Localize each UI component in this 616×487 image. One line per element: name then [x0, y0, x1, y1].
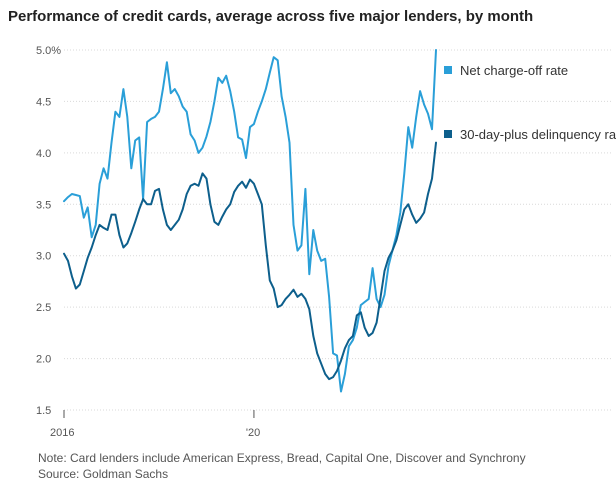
series-line-delinquency — [63, 141, 437, 381]
legend-swatch-net-charge-off — [444, 66, 452, 74]
y-tick-label: 3.0 — [36, 251, 51, 263]
chart-title: Performance of credit cards, average acr… — [8, 8, 534, 25]
legend-swatch-delinquency — [444, 130, 452, 138]
y-tick-label: 2.0 — [36, 354, 51, 366]
x-tick-label: 2016 — [50, 427, 74, 439]
y-tick-label: 1.5 — [36, 405, 51, 417]
y-tick-label: 3.5 — [36, 199, 51, 211]
x-tick-label: '20 — [246, 427, 260, 439]
y-tick-label: 5.0% — [36, 45, 61, 57]
y-tick-label: 2.5 — [36, 302, 51, 314]
chart-note: Note: Card lenders include American Expr… — [38, 451, 526, 465]
series-lines — [63, 49, 437, 393]
y-axis-tick-labels: 1.5 2.0 2.5 3.0 3.5 4.0 4.5 5.0% — [36, 45, 61, 417]
y-tick-label: 4.5 — [36, 96, 51, 108]
y-tick-label: 4.0 — [36, 148, 51, 160]
series-line-net-charge-off — [63, 49, 437, 393]
x-axis: 2016 '20 — [50, 410, 260, 439]
chart-source: Source: Goldman Sachs — [38, 467, 169, 481]
legend-label-net-charge-off: Net charge-off rate — [460, 63, 569, 78]
legend-label-delinquency: 30-day-plus delinquency rate — [460, 127, 616, 142]
